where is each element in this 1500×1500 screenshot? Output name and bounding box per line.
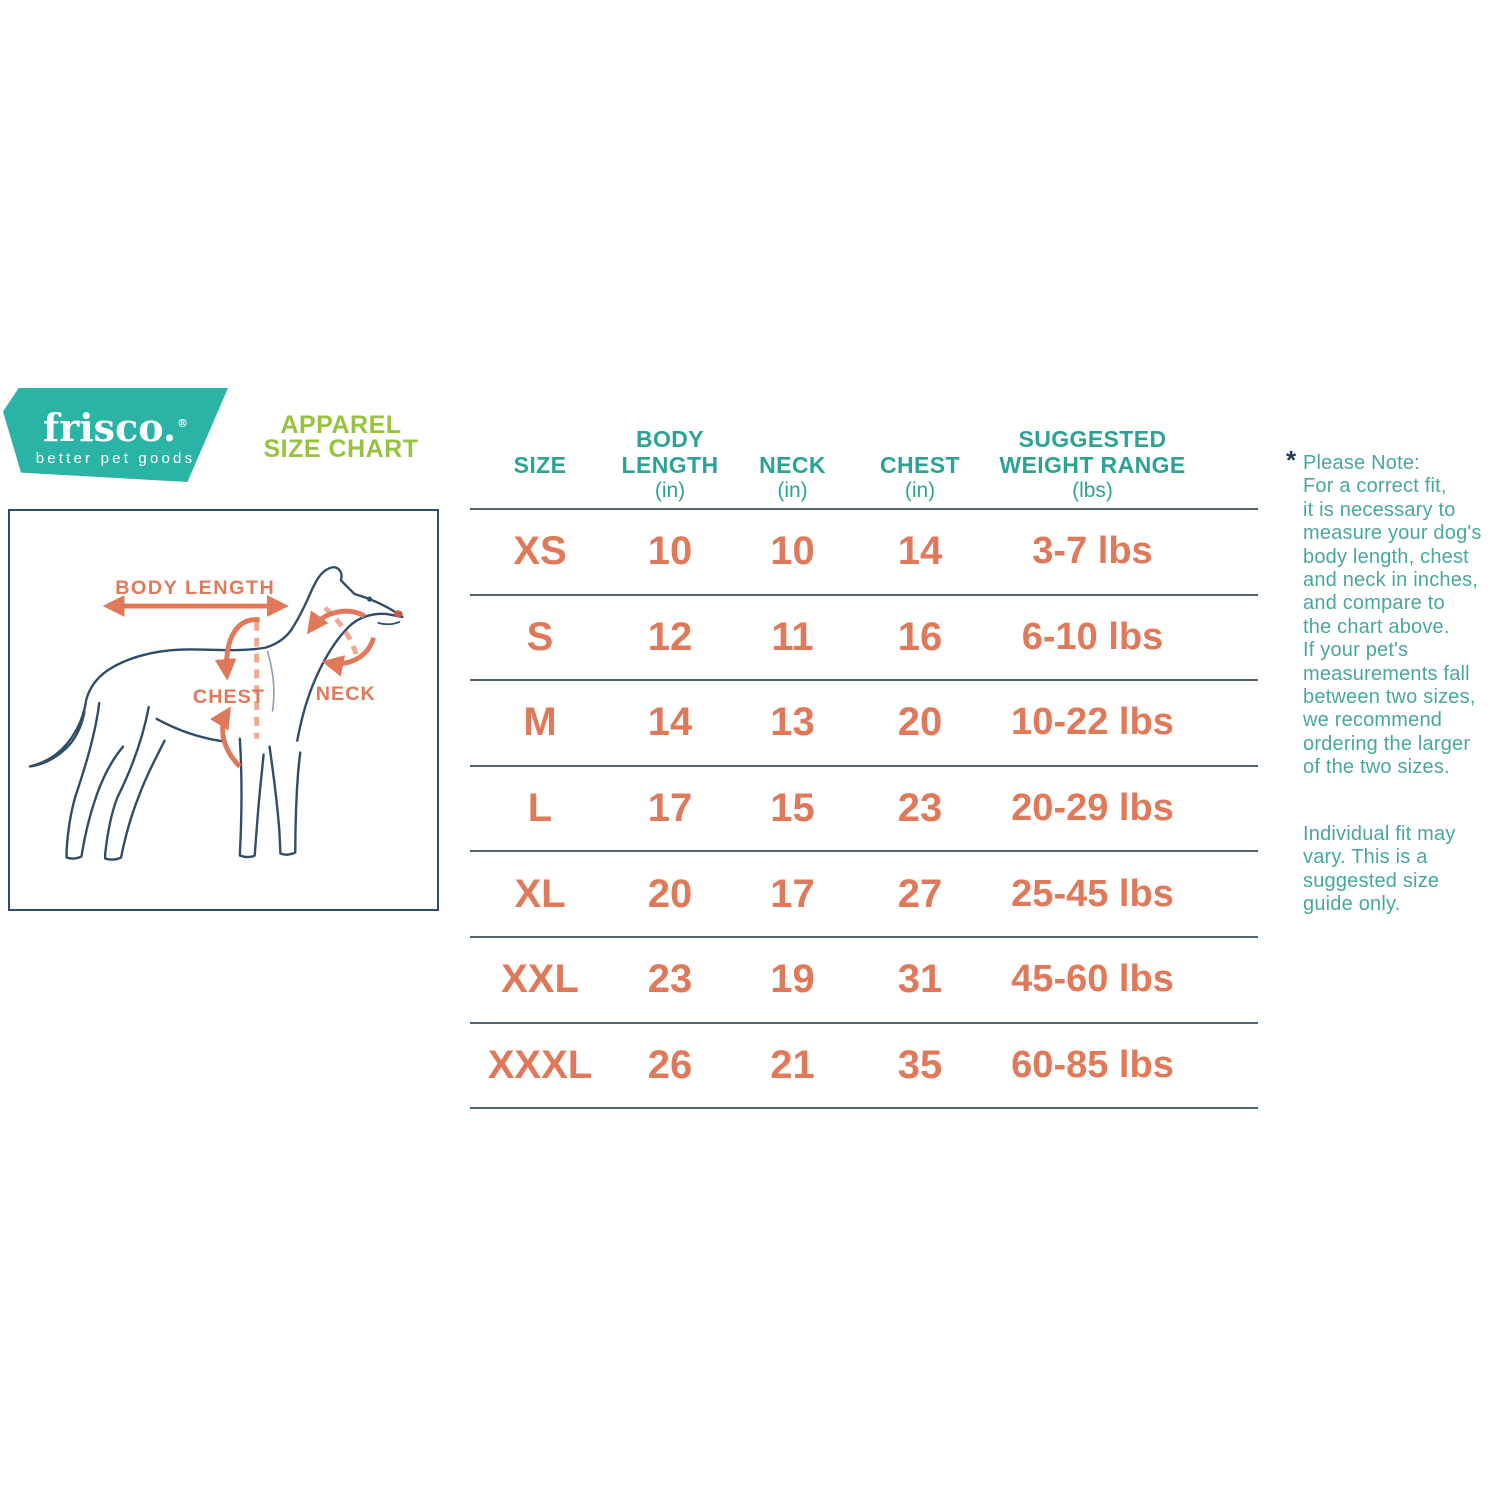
chest-cell: 31 <box>897 957 943 1002</box>
table-row-s: S 12 11 16 6-10 lbs <box>470 596 1258 682</box>
neck-arc-upper <box>306 608 366 635</box>
size-cell: S <box>526 614 554 659</box>
chest-arc-lower <box>210 706 242 769</box>
table-row-xxxl: XXXL 26 21 35 60-85 lbs <box>470 1024 1258 1110</box>
neck-cell: 19 <box>770 957 815 1002</box>
column-header-neck: NECK (in) <box>759 452 826 502</box>
chest-arc-upper <box>214 617 260 681</box>
size-cell: XXXL <box>487 1042 593 1087</box>
size-cell: M <box>523 700 557 745</box>
neck-label: NECK <box>316 683 376 705</box>
table-row-xl: XL 20 17 27 25-45 lbs <box>470 852 1258 938</box>
body-length-label: BODY LENGTH <box>115 577 275 599</box>
dog-outline <box>28 566 404 861</box>
neck-cell: 15 <box>770 786 815 831</box>
note-paragraph-2: Individual fit may vary. This is a sugge… <box>1303 822 1456 915</box>
measurement-annotations: BODY LENGTH CHEST NECK <box>102 577 376 769</box>
weight-cell: 45-60 lbs <box>1011 958 1174 1001</box>
table-body: XS 10 10 14 3-7 lbs S 12 11 16 6-10 lbs … <box>470 508 1258 1110</box>
body-length-cell: 23 <box>647 957 693 1002</box>
neck-dashed-line <box>323 606 361 661</box>
body-length-cell: 12 <box>647 614 693 659</box>
weight-cell: 3-7 lbs <box>1032 530 1153 573</box>
neck-arc-lower <box>321 636 376 677</box>
frisco-logo: frisco.® better pet goods <box>3 388 228 482</box>
table-row-xxl: XXL 23 19 31 45-60 lbs <box>470 938 1258 1024</box>
column-header-weight-range: SUGGESTED WEIGHT RANGE (lbs) <box>999 426 1186 502</box>
size-table: SIZE BODY LENGTH (in) NECK (in) CHEST (i… <box>470 415 1258 1110</box>
body-length-cell: 20 <box>647 871 693 916</box>
neck-cell: 13 <box>770 700 815 745</box>
chest-cell: 27 <box>897 871 943 916</box>
size-cell: XXL <box>501 957 579 1002</box>
body-length-cell: 14 <box>647 700 693 745</box>
neck-cell: 21 <box>770 1042 815 1087</box>
size-cell: L <box>527 786 553 831</box>
dog-diagram-svg: BODY LENGTH CHEST NECK <box>28 566 404 861</box>
neck-cell: 17 <box>770 871 815 916</box>
brand-tagline: better pet goods <box>35 450 196 467</box>
table-header-row: SIZE BODY LENGTH (in) NECK (in) CHEST (i… <box>470 415 1258 508</box>
column-header-size: SIZE <box>513 452 567 478</box>
neck-cell: 10 <box>770 529 815 574</box>
dog-measurement-diagram: BODY LENGTH CHEST NECK <box>8 509 439 911</box>
body-length-cell: 10 <box>647 529 693 574</box>
fit-note: * Please Note: For a correct fit, it is … <box>1286 447 1500 916</box>
chest-cell: 16 <box>897 614 943 659</box>
chest-label: CHEST <box>193 686 265 708</box>
weight-cell: 20-29 lbs <box>1011 787 1174 830</box>
neck-cell: 11 <box>771 614 814 659</box>
dog-eye <box>366 596 373 602</box>
registered-mark: ® <box>177 417 189 430</box>
body-length-cell: 17 <box>647 786 693 831</box>
weight-cell: 25-45 lbs <box>1011 872 1174 915</box>
weight-cell: 6-10 lbs <box>1021 615 1164 658</box>
size-cell: XL <box>514 871 566 916</box>
brand-text: frisco. <box>42 405 177 450</box>
brand-name: frisco.® <box>43 405 188 447</box>
size-cell: XS <box>513 529 567 574</box>
weight-cell: 60-85 lbs <box>1011 1043 1174 1086</box>
weight-cell: 10-22 lbs <box>1011 701 1174 744</box>
table-row-m: M 14 13 20 10-22 lbs <box>470 681 1258 767</box>
body-length-cell: 26 <box>647 1042 693 1087</box>
column-header-chest: CHEST (in) <box>880 452 960 502</box>
table-row-xs: XS 10 10 14 3-7 lbs <box>470 510 1258 596</box>
table-row-l: L 17 15 23 20-29 lbs <box>470 767 1258 853</box>
chest-cell: 14 <box>897 529 943 574</box>
note-paragraph-1: Please Note: For a correct fit, it is ne… <box>1303 452 1482 779</box>
dog-nose <box>393 610 403 618</box>
chest-cell: 35 <box>897 1042 943 1087</box>
page-title: APPAREL SIZE CHART <box>263 411 419 463</box>
chest-cell: 20 <box>897 700 943 745</box>
column-header-body-length: BODY LENGTH (in) <box>621 426 719 502</box>
asterisk: * <box>1286 445 1297 475</box>
chest-cell: 23 <box>897 786 943 831</box>
